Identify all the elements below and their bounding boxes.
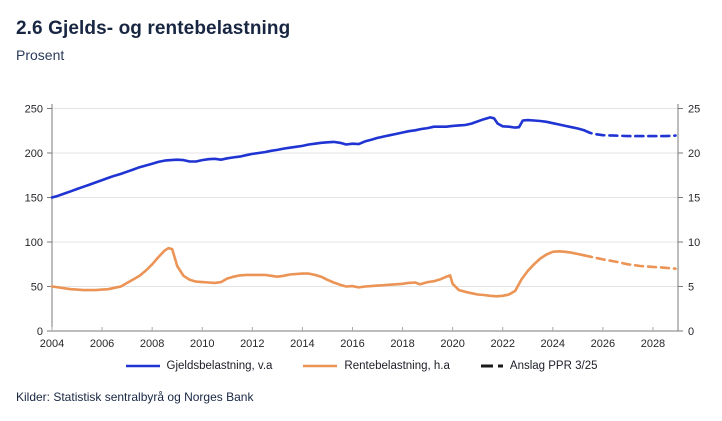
source-note: Kilder: Statistisk sentralbyrå og Norges… [16,390,254,404]
svg-text:2022: 2022 [490,338,514,350]
svg-text:50: 50 [31,282,43,294]
chart-subtitle: Prosent [16,47,65,63]
svg-text:0: 0 [688,326,694,338]
svg-text:2020: 2020 [440,338,464,350]
legend-label: Gjeldsbelastning, v.a [166,360,273,372]
legend-item-anslag: Anslag PPR 3/25 [480,360,598,372]
legend-item-rentebelastning: Rentebelastning, h.a [302,360,450,372]
blue-line-swatch-icon [125,364,160,368]
svg-text:2010: 2010 [190,338,214,350]
svg-text:150: 150 [25,193,43,205]
svg-text:10: 10 [688,237,700,249]
svg-text:2016: 2016 [340,338,364,350]
svg-text:20: 20 [688,148,700,160]
svg-text:5: 5 [688,282,694,294]
svg-text:0: 0 [37,326,43,338]
svg-text:100: 100 [25,237,43,249]
svg-text:2028: 2028 [641,338,665,350]
svg-text:15: 15 [688,193,700,205]
dashed-line-swatch-icon [480,364,503,368]
orange-line-swatch-icon [303,364,338,368]
legend-label: Rentebelastning, h.a [344,360,450,372]
svg-text:2018: 2018 [390,338,414,350]
svg-text:2012: 2012 [240,338,264,350]
svg-text:2008: 2008 [140,338,164,350]
svg-text:2004: 2004 [40,338,64,350]
svg-text:2014: 2014 [290,338,314,350]
svg-text:2024: 2024 [541,338,565,350]
svg-text:200: 200 [25,148,43,160]
page-title: 2.6 Gjelds- og rentebelastning [16,18,291,39]
svg-text:2006: 2006 [90,338,114,350]
legend-label: Anslag PPR 3/25 [509,360,598,372]
svg-text:250: 250 [25,104,43,116]
chart-legend: Gjeldsbelastning, v.a Rentebelastning, h… [0,360,722,372]
legend-item-gjeldsbelastning: Gjeldsbelastning, v.a [125,360,273,372]
line-chart: 0 50 100 150 200 250 0 5 10 15 20 25 2004 2006 2008 201… [25,104,701,351]
svg-text:25: 25 [688,104,700,116]
svg-text:2026: 2026 [591,338,615,350]
